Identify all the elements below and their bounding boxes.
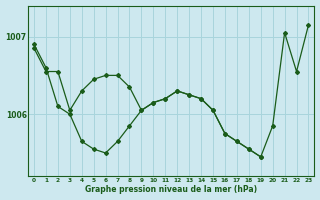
X-axis label: Graphe pression niveau de la mer (hPa): Graphe pression niveau de la mer (hPa) (85, 185, 257, 194)
